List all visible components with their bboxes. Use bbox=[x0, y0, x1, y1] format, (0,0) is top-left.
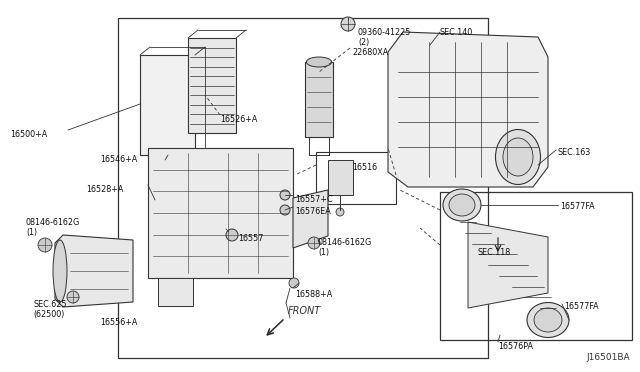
Ellipse shape bbox=[534, 308, 562, 332]
Ellipse shape bbox=[449, 194, 475, 216]
Text: 16526+A: 16526+A bbox=[220, 115, 257, 124]
Text: 16557+C: 16557+C bbox=[295, 195, 333, 204]
Text: 16576PA: 16576PA bbox=[498, 342, 533, 351]
Text: 16546+A: 16546+A bbox=[100, 155, 137, 164]
Ellipse shape bbox=[527, 302, 569, 337]
Bar bbox=[140, 55, 195, 155]
Text: 16500+A: 16500+A bbox=[10, 130, 47, 139]
Polygon shape bbox=[158, 278, 193, 306]
Bar bbox=[188, 38, 236, 133]
Bar bbox=[305, 62, 333, 137]
Bar bbox=[328, 160, 353, 195]
Text: 08146-6162G
(1): 08146-6162G (1) bbox=[318, 238, 372, 257]
Bar bbox=[148, 148, 293, 278]
Ellipse shape bbox=[53, 240, 67, 302]
Text: 16577FA: 16577FA bbox=[560, 202, 595, 211]
Ellipse shape bbox=[503, 138, 533, 176]
Ellipse shape bbox=[495, 129, 541, 185]
Circle shape bbox=[308, 237, 320, 249]
Polygon shape bbox=[293, 190, 328, 248]
Circle shape bbox=[289, 278, 299, 288]
Circle shape bbox=[38, 238, 52, 252]
Ellipse shape bbox=[443, 189, 481, 221]
Text: SEC.140: SEC.140 bbox=[440, 28, 473, 37]
Text: 08146-6162G
(1): 08146-6162G (1) bbox=[26, 218, 80, 237]
Polygon shape bbox=[55, 235, 133, 307]
Polygon shape bbox=[468, 222, 548, 308]
Text: SEC.625
(62500): SEC.625 (62500) bbox=[33, 300, 67, 320]
Polygon shape bbox=[388, 32, 548, 187]
Text: 16528+A: 16528+A bbox=[86, 185, 124, 194]
Circle shape bbox=[226, 229, 238, 241]
Text: FRONT: FRONT bbox=[288, 306, 321, 316]
Text: 16557: 16557 bbox=[238, 234, 264, 243]
Text: 16516: 16516 bbox=[352, 163, 377, 172]
Circle shape bbox=[341, 17, 355, 31]
Circle shape bbox=[280, 205, 290, 215]
Text: J16501BA: J16501BA bbox=[586, 353, 630, 362]
Text: 16588+A: 16588+A bbox=[295, 290, 332, 299]
Text: SEC.163: SEC.163 bbox=[558, 148, 591, 157]
Ellipse shape bbox=[307, 57, 332, 67]
Text: 16576EA: 16576EA bbox=[295, 207, 331, 216]
Bar bbox=[118, 18, 488, 358]
Text: SEC.118: SEC.118 bbox=[478, 248, 511, 257]
Text: 22680XA: 22680XA bbox=[352, 48, 388, 57]
Circle shape bbox=[67, 291, 79, 303]
Text: 16577FA: 16577FA bbox=[564, 302, 598, 311]
Circle shape bbox=[280, 190, 290, 200]
Text: 09360-41225
(2): 09360-41225 (2) bbox=[358, 28, 412, 47]
Circle shape bbox=[336, 208, 344, 216]
Text: 16556+A: 16556+A bbox=[100, 318, 138, 327]
Bar bbox=[440, 192, 632, 340]
Bar bbox=[316, 152, 396, 204]
